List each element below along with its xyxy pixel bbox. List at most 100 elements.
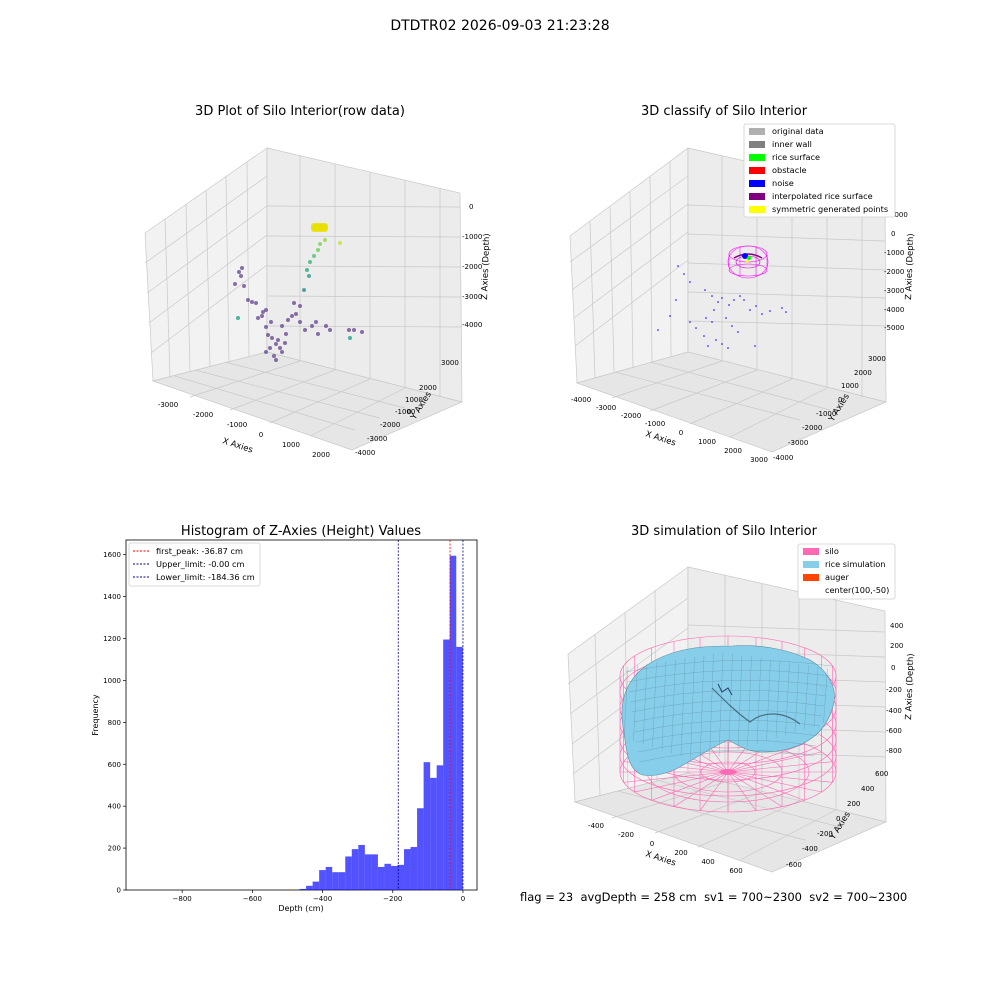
raw-data-point: [274, 358, 278, 362]
raw-data-point: [268, 346, 272, 350]
raw-data-point: [314, 320, 318, 324]
raw-data-point: [266, 333, 270, 337]
raw-data-point: [312, 254, 316, 258]
raw-data-point: [283, 341, 287, 345]
raw-xtick: 1000: [282, 441, 300, 449]
rice-mesh-line: [633, 710, 823, 723]
noise-point: [755, 305, 757, 307]
histogram-bar: [384, 863, 391, 890]
status-line: flag = 23 avgDepth = 258 cm sv1 = 700~23…: [520, 890, 907, 904]
simulation-xtick: 200: [674, 849, 687, 857]
rice-mesh-line: [680, 657, 686, 757]
classify-xtick: 2000: [724, 447, 742, 455]
raw-data-point: [310, 324, 314, 328]
raw-data-point: [307, 274, 311, 278]
rice-mesh-line: [785, 662, 790, 736]
simulation-zlabel: Z Axies (Depth): [904, 653, 916, 720]
classify-ytick: -2000: [802, 424, 822, 432]
legend-label: inner wall: [772, 139, 812, 149]
raw-ytick: 0: [407, 408, 411, 416]
raw-data-point: [284, 332, 288, 336]
legend-label: interpolated rice surface: [772, 191, 873, 201]
histogram-chart: −800 −600 −400 −200 0 0 200 400 600 800 1000 1200 1…: [91, 539, 478, 913]
raw-data-point: [256, 316, 260, 320]
histogram-ytick-label: 1000: [103, 677, 121, 685]
raw-data-point: [280, 324, 284, 328]
raw-3d-plot: -3000 -2000 -1000 0 1000 2000 3000 2000 …: [144, 147, 492, 459]
classify-ytick: 3000: [868, 355, 886, 363]
legend-label: center(100,-50): [825, 585, 889, 595]
histogram-bar: [345, 856, 352, 890]
legend-label: silo: [825, 546, 839, 556]
raw-data-point: [246, 298, 250, 302]
noise-point: [705, 317, 707, 319]
legend-label: symmetric generated points: [772, 204, 888, 214]
raw-data-point: [324, 324, 328, 328]
legend-label: original data: [772, 126, 824, 136]
noise-point: [785, 311, 787, 313]
histogram-bar: [423, 762, 431, 890]
noise-point: [677, 265, 679, 267]
rice-mesh-line: [642, 663, 648, 745]
simulation-ytick: -600: [786, 861, 802, 869]
legend-swatch-inner-wall: [749, 141, 765, 148]
histogram-bar: [449, 555, 457, 890]
legend-swatch-noise: [749, 180, 765, 187]
histogram-ytick-label: 600: [108, 761, 121, 769]
classify-xtick: 3000: [750, 456, 768, 464]
noise-point: [739, 295, 741, 297]
rice-mesh-line: [627, 670, 831, 683]
flag-value: flag = 23: [520, 890, 574, 904]
noise-point: [769, 310, 771, 312]
classify-xtick: -4000: [571, 396, 591, 404]
simulation-xlabel: X Axies: [644, 849, 677, 868]
histogram-title: Histogram of Z-Axies (Height) Values: [180, 524, 422, 539]
raw-data-point: [348, 336, 352, 340]
histogram-legend: first_peak: -36.87 cm Upper_limit: -0.00…: [128, 542, 261, 587]
raw-data-point: [298, 304, 302, 308]
histogram-ytick-label: 800: [108, 719, 121, 727]
rice-mesh-line: [823, 668, 828, 724]
classify-xtick: -2000: [621, 412, 641, 420]
simulation-ytick: -400: [802, 845, 818, 853]
raw-ytick: -3000: [367, 435, 387, 443]
simulation-legend: silo rice simulation auger center(100,-5…: [797, 543, 896, 600]
rice-mesh-line: [671, 659, 676, 754]
histogram-bar: [390, 865, 398, 890]
histogram-xtick-label: −600: [243, 895, 262, 903]
raw-data-point: [294, 312, 298, 316]
rice-mesh-line: [630, 690, 827, 703]
rice-mesh-line: [747, 656, 752, 748]
noise-point: [733, 299, 735, 301]
histogram-xlabel: Depth (cm): [278, 904, 323, 913]
raw-data-point: [254, 301, 258, 305]
legend-swatch-auger: [803, 574, 819, 581]
raw-data-point: [352, 328, 356, 332]
raw-data-point: [298, 320, 302, 324]
simulation-xtick: -400: [588, 822, 604, 830]
simulation-ytick: 400: [861, 785, 874, 793]
histogram-bar: [358, 844, 365, 890]
noise-point: [683, 273, 685, 275]
rice-simulation-surface: [621, 645, 835, 776]
raw-data-point: [239, 274, 243, 278]
classify-3d-plot: -4000 -3000 -2000 -1000 0 1000 2000 3000…: [569, 123, 916, 464]
legend-label: first_peak: -36.87 cm: [156, 546, 243, 556]
histogram-bar: [410, 847, 418, 890]
noise-point: [728, 304, 730, 306]
simulation-xtick: 400: [701, 858, 714, 866]
rice-mesh-line: [628, 680, 829, 693]
noise-point: [711, 295, 713, 297]
rice-mesh-line: [690, 656, 695, 760]
classify-ztick: -1000: [884, 249, 904, 257]
raw-xtick: 2000: [312, 451, 330, 459]
simulation-xtick: 600: [729, 867, 742, 875]
rice-mesh-line: [623, 666, 629, 739]
simulation-ytick: 600: [875, 770, 888, 778]
raw-data-point: [302, 288, 306, 292]
raw-xlabel: X Axies: [221, 436, 254, 455]
raw-data-point: [240, 266, 244, 270]
histogram-bar: [299, 888, 307, 890]
raw-xtick: -2000: [193, 411, 213, 419]
raw-data-point: [264, 350, 268, 354]
